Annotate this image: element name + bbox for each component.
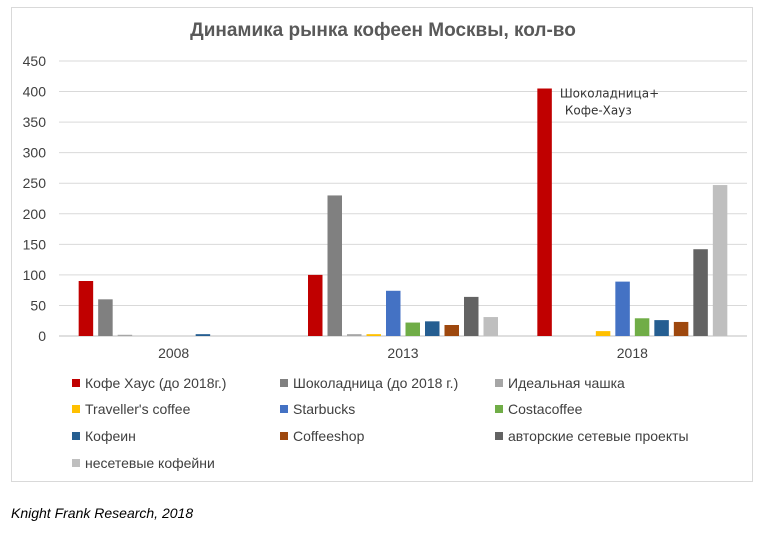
- bar: [347, 334, 362, 336]
- bar: [654, 320, 669, 336]
- gridlines: [59, 60, 747, 337]
- bars: [78, 88, 728, 336]
- bar-annotation: Кофе-Хауз: [565, 104, 632, 118]
- bar: [327, 195, 342, 336]
- bar: [117, 334, 133, 336]
- y-axis-ticks: 0 50 100 150 200 250 300 350 400 450: [23, 53, 47, 344]
- legend-swatch: [280, 405, 288, 413]
- legend-label: Traveller's coffee: [85, 401, 191, 417]
- bar-annotation: Шоколадница+: [560, 87, 659, 101]
- legend-swatch: [495, 405, 503, 413]
- legend-item: Costacoffee: [495, 401, 582, 417]
- legend-item: Coffeeshop: [280, 428, 364, 444]
- y-tick-label: 100: [23, 267, 47, 283]
- y-tick-label: 300: [23, 145, 47, 161]
- legend-swatch: [72, 432, 80, 440]
- bar: [673, 321, 689, 336]
- bar: [405, 322, 420, 336]
- y-tick-label: 350: [23, 114, 47, 130]
- x-tick-label: 2008: [158, 345, 189, 361]
- bar: [425, 321, 440, 336]
- legend-label: Кофе Хаус (до 2018г.): [85, 375, 227, 391]
- legend-label: Coffeeshop: [293, 428, 365, 444]
- x-tick-label: 2013: [387, 345, 418, 361]
- y-tick-label: 0: [38, 328, 46, 344]
- legend-swatch: [72, 459, 80, 467]
- legend-item: Starbucks: [280, 401, 355, 417]
- legend-label: авторские сетевые проекты: [508, 428, 689, 444]
- legend-swatch: [495, 432, 503, 440]
- x-tick-label: 2018: [617, 345, 648, 361]
- bar: [386, 290, 401, 336]
- legend-label: Идеальная чашка: [508, 375, 625, 391]
- bar: [693, 249, 708, 336]
- y-tick-label: 150: [23, 236, 47, 252]
- y-tick-label: 250: [23, 175, 47, 191]
- legend-swatch: [495, 379, 503, 387]
- bar: [98, 299, 113, 336]
- legend-swatch: [72, 379, 80, 387]
- bar: [595, 331, 611, 336]
- y-tick-label: 200: [23, 206, 47, 222]
- y-tick-label: 450: [23, 53, 47, 69]
- y-tick-label: 50: [30, 297, 46, 313]
- legend-label: несетевые кофейни: [85, 455, 215, 471]
- bar: [483, 317, 498, 336]
- legend-item: Шоколадница (до 2018 г.): [280, 375, 458, 391]
- legend-swatch: [72, 405, 80, 413]
- legend-item: Кофеин: [72, 428, 136, 444]
- bar: [537, 88, 552, 336]
- bar: [615, 281, 630, 336]
- chart-title: Динамика рынка кофеен Москвы, кол-во: [190, 20, 576, 41]
- bar-chart: Динамика рынка кофеен Москвы, кол-во 0 50…: [23, 20, 747, 361]
- y-tick-label: 400: [23, 84, 47, 100]
- bar: [78, 281, 94, 336]
- legend-label: Starbucks: [293, 401, 356, 417]
- chart-frame: Динамика рынка кофеен Москвы, кол-во 0 50…: [11, 7, 753, 482]
- legend-item: Traveller's coffee: [72, 401, 190, 417]
- source-note: Knight Frank Research, 2018: [11, 505, 194, 521]
- legend-swatch: [280, 379, 288, 387]
- legend-swatch: [280, 432, 288, 440]
- legend-label: Шоколадница (до 2018 г.): [293, 375, 459, 391]
- bar: [308, 274, 323, 336]
- bar: [195, 334, 211, 336]
- legend-item: авторские сетевые проекты: [495, 428, 689, 444]
- legend-item: Кофе Хаус (до 2018г.): [72, 375, 226, 391]
- annotations: Шоколадница+ Кофе-Хауз: [560, 87, 659, 118]
- bar: [366, 334, 381, 336]
- bar: [634, 318, 650, 336]
- legend-item: несетевые кофейни: [72, 455, 215, 471]
- x-axis-ticks: 2008 2013 2018: [158, 345, 648, 361]
- legend-item: Идеальная чашка: [495, 375, 625, 391]
- bar: [464, 296, 479, 336]
- legend-label: Кофеин: [85, 428, 136, 444]
- bar: [712, 185, 728, 336]
- legend-label: Costacoffee: [508, 401, 583, 417]
- bar: [444, 325, 459, 336]
